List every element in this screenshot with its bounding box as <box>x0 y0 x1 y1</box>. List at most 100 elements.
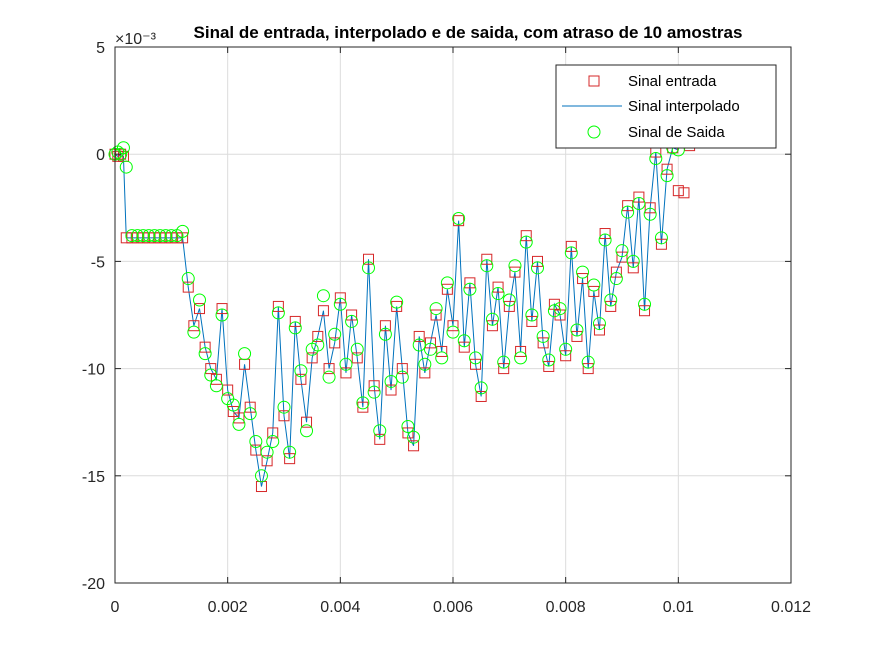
point-entrada <box>526 315 538 327</box>
point-saida <box>474 381 488 395</box>
point-entrada <box>447 320 459 332</box>
point-entrada <box>317 305 329 317</box>
point-saida <box>643 207 657 221</box>
point-saida <box>542 353 556 367</box>
legend: Sinal entrada Sinal interpolado Sinal de S… <box>555 64 777 149</box>
point-entrada <box>644 202 656 214</box>
legend-marker-entrada <box>588 75 600 87</box>
point-entrada <box>295 373 307 385</box>
point-entrada <box>655 238 667 250</box>
point-saida <box>119 160 133 174</box>
point-saida <box>604 293 618 307</box>
point-saida <box>142 229 156 243</box>
point-saida <box>570 323 584 337</box>
point-saida <box>654 231 668 245</box>
point-entrada <box>194 303 205 315</box>
point-saida <box>626 254 640 268</box>
point-saida <box>564 246 578 260</box>
point-entrada <box>582 363 594 375</box>
point-saida <box>452 212 466 226</box>
point-entrada <box>543 360 555 372</box>
point-entrada <box>622 200 634 212</box>
point-entrada <box>267 427 279 439</box>
point-saida <box>660 169 674 183</box>
point-saida <box>384 374 398 388</box>
point-entrada <box>430 309 442 321</box>
point-entrada <box>424 337 436 349</box>
point-saida <box>176 224 190 238</box>
point-saida <box>333 297 347 311</box>
point-entrada <box>205 363 217 375</box>
point-saida <box>209 379 223 393</box>
point-entrada <box>408 440 420 452</box>
point-saida <box>193 293 206 307</box>
point-saida <box>457 334 471 348</box>
x-tick-label: 0.002 <box>208 599 248 616</box>
point-entrada <box>222 384 234 396</box>
plot-area <box>108 140 696 493</box>
point-saida <box>260 445 274 459</box>
point-entrada <box>492 281 504 293</box>
point-saida <box>345 314 359 328</box>
point-entrada <box>470 358 482 370</box>
point-entrada <box>182 281 194 293</box>
point-entrada <box>278 410 290 422</box>
point-saida <box>423 342 437 356</box>
point-saida <box>592 317 606 331</box>
y-tick-label: -5 <box>91 254 105 271</box>
point-entrada <box>498 363 510 375</box>
point-entrada <box>577 273 589 285</box>
point-entrada <box>616 251 628 263</box>
point-saida <box>519 235 533 249</box>
y-tick-label: -20 <box>82 576 105 593</box>
y-tick-label: -10 <box>82 362 105 379</box>
point-entrada <box>610 266 622 278</box>
point-saida <box>598 233 612 247</box>
point-saida <box>204 368 218 382</box>
point-saida <box>266 434 280 448</box>
point-entrada <box>458 341 470 353</box>
point-entrada <box>323 363 335 375</box>
point-saida <box>576 265 590 279</box>
point-entrada <box>385 384 397 396</box>
y-tick-label: -15 <box>82 469 105 486</box>
point-entrada <box>272 300 284 312</box>
point-entrada <box>306 352 318 364</box>
point-entrada <box>368 380 380 392</box>
point-saida <box>638 297 652 311</box>
point-saida <box>300 424 314 438</box>
point-saida <box>153 229 167 243</box>
point-saida <box>480 259 494 273</box>
point-entrada <box>453 215 465 227</box>
point-saida <box>418 357 432 371</box>
point-entrada <box>312 330 324 342</box>
point-entrada <box>419 367 431 379</box>
point-saida <box>491 287 505 301</box>
point-saida <box>232 417 246 431</box>
point-saida <box>525 308 539 322</box>
point-entrada <box>627 262 639 274</box>
point-saida <box>147 229 161 243</box>
point-entrada <box>436 345 448 357</box>
point-saida <box>587 278 601 292</box>
point-entrada <box>486 320 498 332</box>
point-saida <box>378 327 392 341</box>
point-saida <box>288 321 302 335</box>
point-entrada <box>216 303 228 315</box>
point-saida <box>367 385 381 399</box>
point-entrada <box>599 228 611 240</box>
point-saida <box>485 312 499 326</box>
point-saida <box>164 229 178 243</box>
point-saida <box>283 445 297 459</box>
point-entrada <box>509 266 521 278</box>
x-tick-label: 0.008 <box>546 599 586 616</box>
point-saida <box>238 347 252 361</box>
chart-title: Sinal de entrada, interpolado e de saida… <box>194 23 743 42</box>
point-saida <box>632 197 646 211</box>
point-entrada <box>639 305 651 317</box>
point-saida <box>362 261 375 275</box>
point-entrada <box>678 187 690 199</box>
point-entrada <box>396 363 408 375</box>
point-saida <box>356 396 370 410</box>
